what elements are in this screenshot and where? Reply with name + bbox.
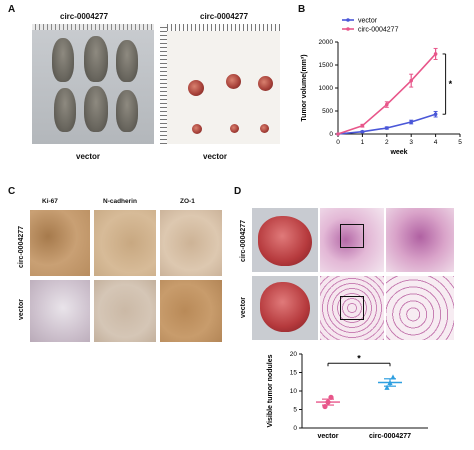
tumor-3 bbox=[258, 76, 273, 91]
ihc-ki67-vector bbox=[30, 280, 90, 342]
mouse-4 bbox=[54, 88, 76, 132]
data-point bbox=[385, 126, 389, 130]
lung-photo-circ bbox=[252, 208, 318, 272]
mouse-1 bbox=[52, 38, 74, 82]
ihc-zo1-circ bbox=[160, 210, 222, 276]
legend-label: vector bbox=[358, 18, 378, 25]
he-low-circ bbox=[320, 208, 384, 272]
tumor-4 bbox=[192, 124, 202, 134]
legend-marker bbox=[346, 18, 350, 22]
data-point bbox=[325, 399, 331, 405]
panel-c-letter: C bbox=[8, 186, 16, 197]
x-tick-label: 0 bbox=[336, 139, 340, 146]
ihc-ncad-vector bbox=[94, 280, 156, 342]
data-point bbox=[433, 52, 438, 56]
ihc-ncad-circ bbox=[94, 210, 156, 276]
ihc-row-vector: vector bbox=[18, 298, 25, 320]
x-tick-label: 2 bbox=[385, 139, 389, 146]
he-high-vector bbox=[386, 276, 454, 340]
lung-row-vector: vector bbox=[240, 296, 247, 318]
panel-d-letter: D bbox=[234, 186, 242, 197]
y-axis-label: Visible tumor nodules bbox=[267, 354, 274, 427]
zoom-box bbox=[340, 296, 364, 320]
tumors-photo bbox=[160, 24, 280, 144]
panel-b-letter: B bbox=[298, 4, 306, 15]
ihc-col-ncadherin: N-cadherin bbox=[103, 198, 137, 205]
series-line-1 bbox=[337, 53, 437, 135]
tumor-5 bbox=[230, 124, 239, 133]
lung-specimen bbox=[258, 216, 312, 266]
y-tick-label: 15 bbox=[290, 370, 298, 377]
legend-label: circ-0004277 bbox=[358, 27, 399, 34]
x-tick-label: 3 bbox=[409, 139, 413, 146]
ruler-strip bbox=[32, 24, 154, 30]
data-point bbox=[409, 78, 413, 83]
x-category-label: vector bbox=[317, 433, 338, 440]
ihc-zo1-vector bbox=[160, 280, 222, 342]
series-line-0 bbox=[337, 113, 436, 135]
significance-star: * bbox=[449, 79, 453, 89]
tumor-6 bbox=[260, 124, 269, 133]
panel-a-left-caption: vector bbox=[76, 152, 101, 161]
mouse-2 bbox=[84, 36, 108, 82]
mouse-3 bbox=[116, 40, 138, 82]
y-tick-label: 1500 bbox=[319, 62, 334, 69]
x-axis-label: week bbox=[389, 149, 407, 156]
ihc-row-circ: circ-0004277 bbox=[18, 225, 25, 268]
data-point bbox=[387, 379, 393, 386]
data-point bbox=[385, 102, 389, 107]
tumor-2 bbox=[226, 74, 241, 89]
significance-star: * bbox=[357, 353, 361, 363]
y-tick-label: 1000 bbox=[319, 85, 334, 92]
mouse-6 bbox=[116, 90, 138, 132]
x-tick-label: 4 bbox=[434, 139, 438, 146]
y-tick-label: 0 bbox=[293, 425, 297, 432]
panel-a-letter: A bbox=[8, 4, 16, 15]
lung-row-circ: circ-0004277 bbox=[240, 219, 247, 262]
data-point bbox=[360, 123, 365, 128]
mice-photo bbox=[32, 24, 154, 144]
data-point bbox=[433, 112, 438, 117]
y-tick-label: 0 bbox=[329, 131, 333, 138]
x-category-label: circ-0004277 bbox=[369, 433, 411, 440]
data-point bbox=[390, 374, 396, 380]
data-point bbox=[384, 384, 390, 390]
tumor-1 bbox=[188, 80, 204, 96]
y-tick-label: 10 bbox=[290, 388, 298, 395]
data-point bbox=[336, 132, 340, 136]
panel-a-right-caption: vector bbox=[203, 152, 228, 161]
x-tick-label: 1 bbox=[361, 139, 365, 146]
he-high-circ bbox=[386, 208, 454, 272]
mouse-5 bbox=[84, 86, 108, 132]
tumor-nodules-chart: 0 5 10 15 20 Visible tumor nodules vector circ-… bbox=[267, 351, 428, 440]
y-tick-label: 20 bbox=[290, 351, 298, 358]
data-point bbox=[360, 129, 365, 134]
panel-a-left-title: circ-0004277 bbox=[60, 12, 109, 21]
lung-photo-vector bbox=[252, 276, 318, 340]
y-tick-label: 500 bbox=[322, 108, 333, 115]
panel-a-right-title: circ-0004277 bbox=[200, 12, 249, 21]
ruler-strip bbox=[160, 24, 280, 31]
lung-specimen bbox=[260, 282, 310, 332]
y-tick-label: 2000 bbox=[319, 39, 334, 46]
data-point bbox=[322, 403, 328, 410]
data-point bbox=[328, 394, 334, 400]
legend-marker bbox=[346, 27, 350, 31]
x-tick-label: 5 bbox=[458, 139, 462, 146]
ihc-col-zo1: ZO-1 bbox=[180, 198, 195, 205]
zoom-box bbox=[340, 224, 364, 248]
data-point bbox=[409, 120, 413, 124]
y-tick-label: 5 bbox=[293, 407, 297, 414]
he-low-vector bbox=[320, 276, 384, 340]
y-axis-label: Tumor volume(mm³) bbox=[301, 54, 308, 121]
ihc-ki67-circ bbox=[30, 210, 90, 276]
tumor-volume-chart: 0 1 2 3 4 5 0 500 1000 1500 2000 week Tumor volume(m… bbox=[301, 18, 462, 157]
ihc-col-ki67: Ki-67 bbox=[42, 198, 58, 205]
ruler-strip bbox=[160, 24, 167, 144]
